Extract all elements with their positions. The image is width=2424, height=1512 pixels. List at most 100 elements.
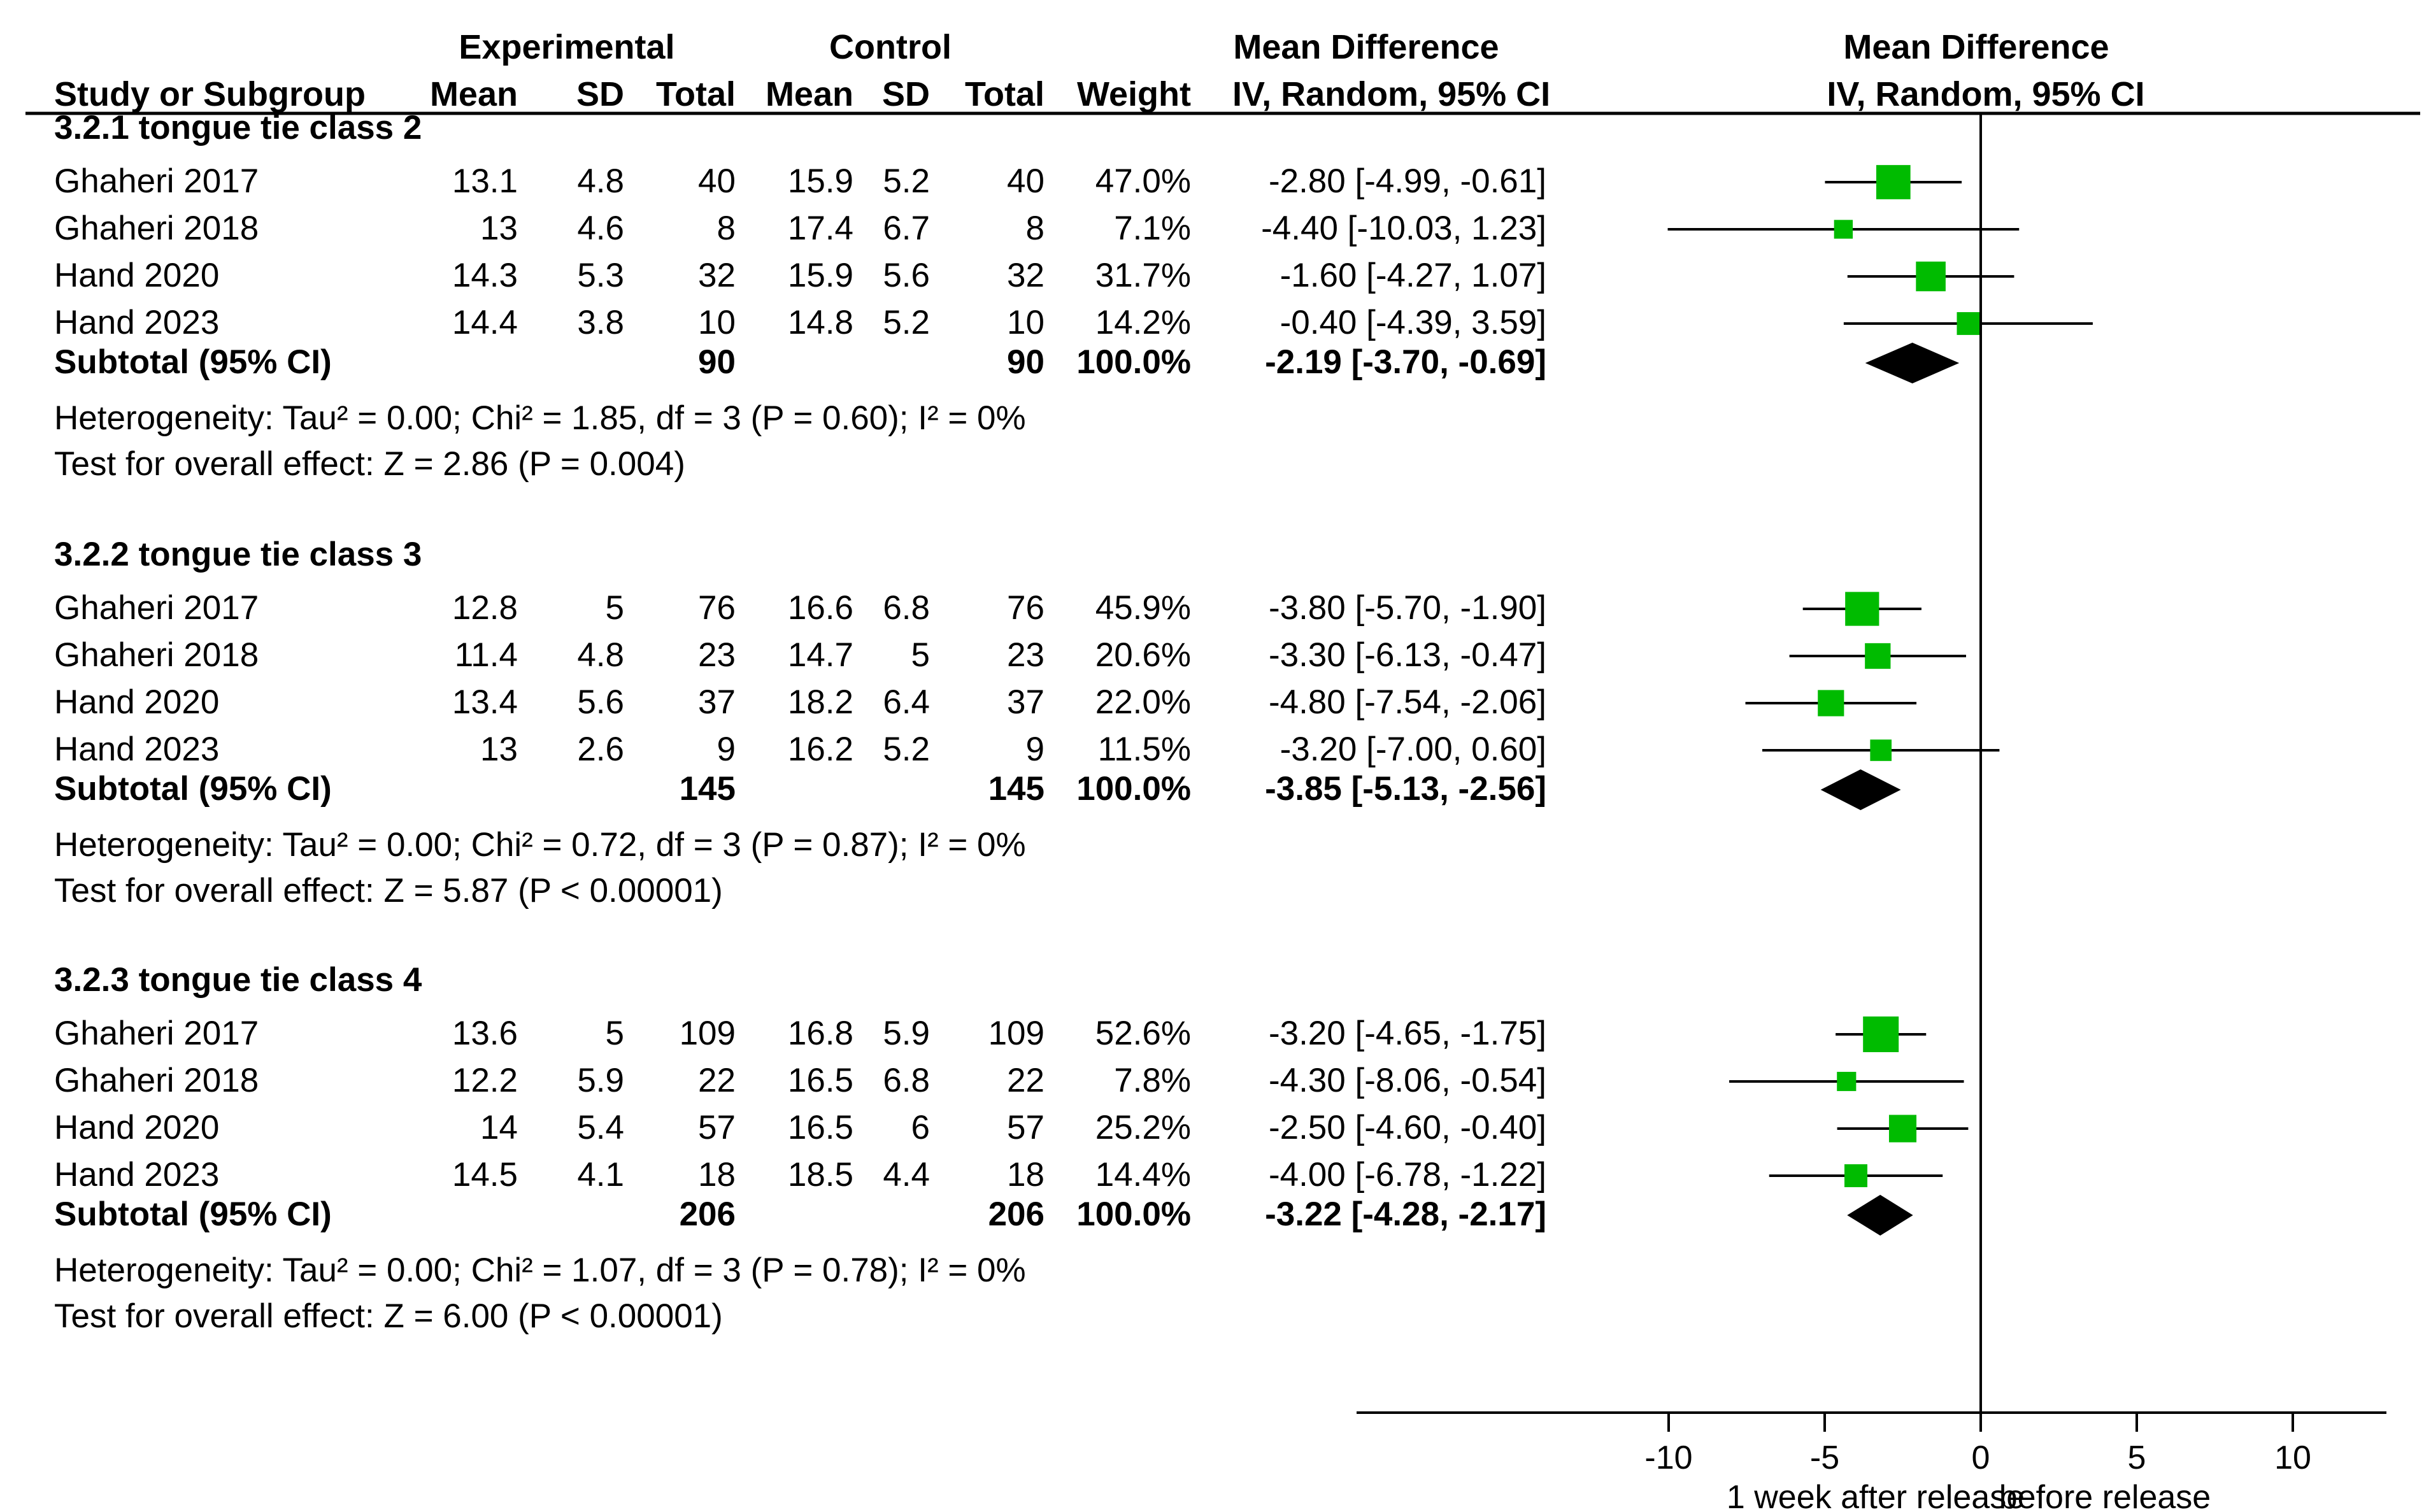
ci-value: -4.80 [-7.54, -2.06] bbox=[1269, 683, 1546, 721]
mean-control: 16.8 bbox=[788, 1015, 853, 1052]
mean-experimental: 14.4 bbox=[452, 304, 518, 341]
sd-control: 5.2 bbox=[883, 162, 930, 200]
mean-control: 17.4 bbox=[788, 210, 853, 247]
total-control: 57 bbox=[1007, 1109, 1044, 1146]
sd-control: 6.8 bbox=[883, 1062, 930, 1099]
header: Experimental Control Mean Difference Mea… bbox=[25, 28, 2420, 115]
weight-value: 14.2% bbox=[1095, 304, 1191, 341]
weight-value: 22.0% bbox=[1095, 683, 1191, 721]
table-body: 3.2.1 tongue tie class 2 Ghaheri 2017 13.1… bbox=[54, 109, 1546, 1335]
subtotal-total-experimental: 206 bbox=[680, 1195, 736, 1233]
study-name: Hand 2023 bbox=[54, 1156, 219, 1194]
subtotal-label: Subtotal (95% CI) bbox=[54, 770, 332, 808]
total-control: 23 bbox=[1007, 636, 1044, 674]
subgroup-title: 3.2.2 tongue tie class 3 bbox=[54, 536, 422, 573]
study-name: Hand 2023 bbox=[54, 731, 219, 768]
experimental-group-header: Experimental bbox=[459, 28, 674, 66]
weight-value: 31.7% bbox=[1095, 257, 1191, 294]
pooled-diamond bbox=[1865, 343, 1960, 383]
ci-value: -2.50 [-4.60, -0.40] bbox=[1269, 1109, 1546, 1146]
total-control: 76 bbox=[1007, 589, 1044, 627]
ci-value: -0.40 [-4.39, 3.59] bbox=[1280, 304, 1546, 341]
weight-value: 11.5% bbox=[1098, 731, 1191, 768]
subtotal-total-control: 145 bbox=[988, 770, 1044, 808]
study-name: Ghaheri 2017 bbox=[54, 1015, 259, 1052]
mean-e-col-header: Mean bbox=[430, 75, 518, 113]
sd-control: 5 bbox=[911, 636, 930, 674]
study-name: Ghaheri 2017 bbox=[54, 589, 259, 627]
ci-value: -3.30 [-6.13, -0.47] bbox=[1269, 636, 1546, 674]
overall-effect-note: Test for overall effect: Z = 5.87 (P < 0… bbox=[54, 872, 723, 909]
sd-experimental: 3.8 bbox=[577, 304, 624, 341]
study-name: Ghaheri 2017 bbox=[54, 162, 259, 200]
weight-value: 14.4% bbox=[1095, 1156, 1191, 1194]
total-experimental: 57 bbox=[698, 1109, 736, 1146]
heterogeneity-note: Heterogeneity: Tau² = 0.00; Chi² = 0.72,… bbox=[54, 826, 1026, 864]
sd-e-col-header: SD bbox=[576, 75, 624, 113]
mean-experimental: 12.8 bbox=[452, 589, 518, 627]
mean-experimental: 14 bbox=[480, 1109, 518, 1146]
mean-experimental: 14.3 bbox=[452, 257, 518, 294]
total-experimental: 40 bbox=[698, 162, 736, 200]
study-col-header: Study or Subgroup bbox=[54, 75, 366, 113]
ci-value: -1.60 [-4.27, 1.07] bbox=[1280, 257, 1546, 294]
subtotal-ci: -3.22 [-4.28, -2.17] bbox=[1265, 1195, 1546, 1233]
sd-experimental: 4.1 bbox=[577, 1156, 624, 1194]
total-control: 37 bbox=[1007, 683, 1044, 721]
study-name: Ghaheri 2018 bbox=[54, 210, 259, 247]
study-name: Ghaheri 2018 bbox=[54, 1062, 259, 1099]
effect-square bbox=[1844, 1164, 1867, 1187]
sd-experimental: 5 bbox=[606, 589, 624, 627]
weight-value: 45.9% bbox=[1095, 589, 1191, 627]
mean-experimental: 13 bbox=[480, 731, 518, 768]
effect-square bbox=[1834, 220, 1853, 239]
total-experimental: 8 bbox=[717, 210, 736, 247]
subgroup-title: 3.2.3 tongue tie class 4 bbox=[54, 961, 422, 999]
ci-value: -2.80 [-4.99, -0.61] bbox=[1269, 162, 1546, 200]
ci-value: -3.80 [-5.70, -1.90] bbox=[1269, 589, 1546, 627]
weight-col-header: Weight bbox=[1077, 75, 1191, 113]
sd-experimental: 5 bbox=[606, 1015, 624, 1052]
total-experimental: 23 bbox=[698, 636, 736, 674]
mean-control: 18.2 bbox=[788, 683, 853, 721]
subtotal-label: Subtotal (95% CI) bbox=[54, 1195, 332, 1233]
subtotal-total-control: 90 bbox=[1007, 343, 1044, 381]
md-right-subheader: IV, Random, 95% CI bbox=[1827, 75, 2144, 113]
favours-right-label: before release bbox=[1999, 1479, 2211, 1512]
sd-control: 5.2 bbox=[883, 304, 930, 341]
x-tick-label: 0 bbox=[1972, 1439, 1990, 1476]
mean-control: 18.5 bbox=[788, 1156, 853, 1194]
weight-value: 20.6% bbox=[1095, 636, 1191, 674]
sd-experimental: 2.6 bbox=[577, 731, 624, 768]
sd-control: 4.4 bbox=[883, 1156, 930, 1194]
control-group-header: Control bbox=[829, 28, 952, 66]
mean-control: 15.9 bbox=[788, 257, 853, 294]
total-c-col-header: Total bbox=[965, 75, 1044, 113]
overall-effect-note: Test for overall effect: Z = 2.86 (P = 0… bbox=[54, 445, 685, 483]
sd-experimental: 4.8 bbox=[577, 162, 624, 200]
total-control: 18 bbox=[1007, 1156, 1044, 1194]
study-name: Hand 2023 bbox=[54, 304, 219, 341]
md-left-header: Mean Difference bbox=[1233, 28, 1499, 66]
pooled-diamond bbox=[1820, 769, 1901, 810]
subtotal-ci: -2.19 [-3.70, -0.69] bbox=[1265, 343, 1546, 381]
mean-control: 15.9 bbox=[788, 162, 853, 200]
weight-value: 47.0% bbox=[1095, 162, 1191, 200]
sd-experimental: 4.8 bbox=[577, 636, 624, 674]
study-name: Hand 2020 bbox=[54, 683, 219, 721]
overall-effect-note: Test for overall effect: Z = 6.00 (P < 0… bbox=[54, 1297, 723, 1335]
subtotal-total-control: 206 bbox=[988, 1195, 1044, 1233]
plot-area bbox=[1667, 113, 2093, 1413]
sd-experimental: 5.3 bbox=[577, 257, 624, 294]
total-experimental: 32 bbox=[698, 257, 736, 294]
ci-value: -4.40 [-10.03, 1.23] bbox=[1261, 210, 1546, 247]
mean-control: 14.8 bbox=[788, 304, 853, 341]
mean-experimental: 14.5 bbox=[452, 1156, 518, 1194]
mean-experimental: 13.4 bbox=[452, 683, 518, 721]
x-tick-label: 10 bbox=[2274, 1439, 2311, 1476]
effect-square bbox=[1870, 739, 1892, 761]
study-name: Hand 2020 bbox=[54, 257, 219, 294]
study-name: Hand 2020 bbox=[54, 1109, 219, 1146]
effect-square bbox=[1957, 312, 1980, 335]
total-e-col-header: Total bbox=[656, 75, 736, 113]
